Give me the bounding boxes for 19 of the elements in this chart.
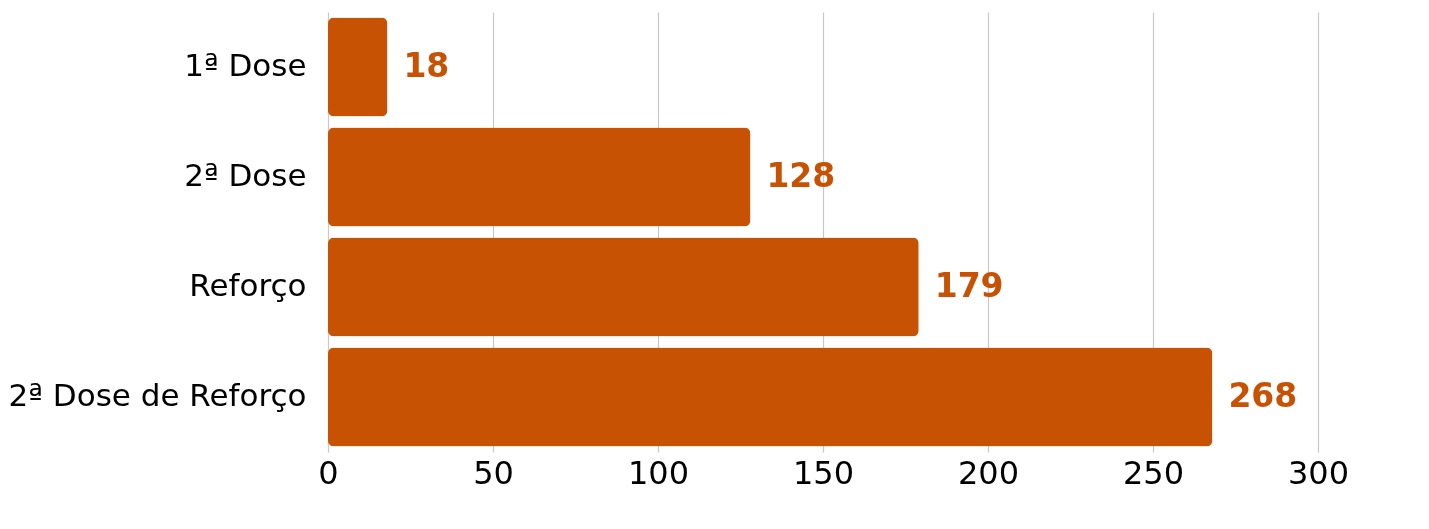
x-tick-label: 50	[473, 453, 514, 492]
x-tick-label: 100	[627, 453, 690, 492]
bar	[328, 17, 388, 117]
y-tick-label: 2ª Dose	[184, 157, 307, 193]
data-label: 179	[934, 266, 1004, 305]
y-tick-label: 2ª Dose de Reforço	[8, 377, 307, 413]
data-label: 128	[766, 156, 836, 195]
y-tick-label: Reforço	[189, 267, 307, 303]
bar	[328, 237, 919, 337]
bar	[328, 347, 1213, 447]
data-label: 268	[1228, 376, 1298, 415]
x-tick-label: 150	[792, 453, 855, 492]
x-tick-label: 200	[957, 453, 1020, 492]
x-tick-label: 0	[318, 453, 339, 492]
data-label: 18	[403, 46, 450, 85]
y-tick-label: 1ª Dose	[184, 47, 307, 83]
x-tick-label: 300	[1287, 453, 1350, 492]
x-tick-label: 250	[1122, 453, 1185, 492]
bar	[328, 127, 751, 227]
